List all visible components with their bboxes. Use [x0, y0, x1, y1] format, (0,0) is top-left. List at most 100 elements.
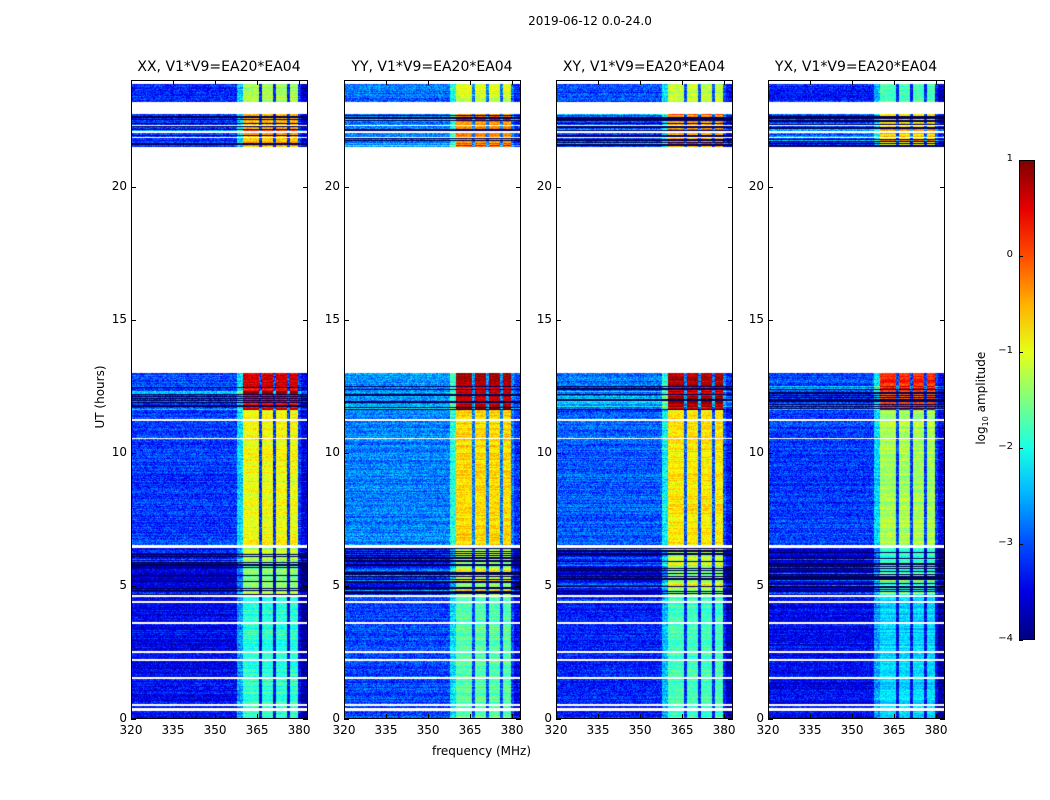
- x-tick-mark: [810, 80, 811, 85]
- colorbar-tick-label: −2: [998, 441, 1013, 452]
- y-tick-label: 10: [324, 444, 340, 459]
- x-tick-mark: [682, 80, 684, 85]
- y-tick-mark: [344, 585, 349, 587]
- x-tick-mark: [768, 80, 769, 85]
- x-tick-mark: [299, 80, 301, 85]
- y-tick-mark: [344, 319, 349, 321]
- x-tick-mark: [894, 714, 896, 719]
- x-tick-mark: [810, 714, 811, 719]
- x-tick-label: 335: [161, 723, 185, 737]
- x-tick-mark: [344, 714, 345, 719]
- y-tick-mark: [728, 319, 733, 321]
- x-tick-label: 380: [287, 723, 311, 737]
- x-tick-mark: [936, 714, 938, 719]
- panel-title: YX, V1*V9=EA20*EA04: [774, 59, 938, 75]
- y-tick-mark: [940, 719, 945, 720]
- y-tick-mark: [768, 186, 773, 188]
- x-tick-mark: [257, 80, 259, 85]
- heatmap-image: [769, 81, 944, 718]
- x-tick-label: 320: [544, 723, 568, 737]
- x-tick-mark: [131, 80, 132, 85]
- x-tick-mark: [640, 80, 642, 85]
- colorbar: [1019, 160, 1035, 640]
- x-tick-mark: [215, 714, 217, 719]
- x-tick-label: 350: [416, 723, 440, 737]
- x-tick-mark: [556, 80, 557, 85]
- y-tick-mark: [516, 719, 521, 720]
- x-tick-mark: [598, 714, 599, 719]
- x-tick-label: 335: [374, 723, 398, 737]
- x-tick-mark: [598, 80, 599, 85]
- y-tick-mark: [728, 186, 733, 188]
- y-tick-label: 5: [119, 577, 127, 592]
- y-tick-mark: [131, 452, 136, 454]
- x-tick-label: 365: [458, 723, 482, 737]
- x-tick-label: 365: [245, 723, 269, 737]
- y-tick-mark: [303, 186, 308, 188]
- x-tick-mark: [470, 714, 472, 719]
- x-tick-mark: [936, 80, 938, 85]
- y-tick-label: 20: [748, 178, 764, 193]
- x-tick-mark: [512, 80, 514, 85]
- y-tick-mark: [303, 585, 308, 587]
- x-tick-mark: [428, 714, 430, 719]
- x-tick-mark: [470, 80, 472, 85]
- heatmap-panel-2: [556, 80, 733, 719]
- x-tick-mark: [724, 80, 726, 85]
- y-tick-label: 5: [332, 577, 340, 592]
- y-tick-mark: [728, 719, 733, 720]
- x-tick-label: 335: [586, 723, 610, 737]
- y-tick-mark: [940, 186, 945, 188]
- y-tick-label: 15: [324, 311, 340, 326]
- x-tick-mark: [173, 80, 174, 85]
- x-tick-mark: [344, 80, 345, 85]
- x-tick-mark: [682, 714, 684, 719]
- y-tick-label: 15: [536, 311, 552, 326]
- x-tick-label: 350: [840, 723, 864, 737]
- x-tick-mark: [131, 714, 132, 719]
- y-tick-mark: [516, 319, 521, 321]
- heatmap-panel-3: [768, 80, 945, 719]
- heatmap-panel-1: [344, 80, 521, 719]
- colorbar-tick-mark: [1019, 448, 1023, 449]
- x-tick-mark: [173, 714, 174, 719]
- y-tick-mark: [556, 186, 561, 188]
- colorbar-tick-label: −4: [998, 633, 1013, 644]
- y-tick-label: 20: [324, 178, 340, 193]
- y-tick-mark: [768, 719, 773, 720]
- x-tick-mark: [852, 714, 854, 719]
- y-tick-mark: [768, 319, 773, 321]
- x-tick-label: 320: [756, 723, 780, 737]
- colorbar-tick-mark: [1019, 544, 1023, 545]
- y-tick-mark: [131, 585, 136, 587]
- y-tick-mark: [556, 452, 561, 454]
- y-tick-mark: [768, 585, 773, 587]
- x-tick-mark: [512, 714, 514, 719]
- heatmap-image: [345, 81, 520, 718]
- y-tick-mark: [516, 585, 521, 587]
- x-tick-label: 320: [119, 723, 143, 737]
- x-tick-label: 380: [500, 723, 524, 737]
- colorbar-tick-mark: [1019, 256, 1023, 257]
- x-tick-mark: [215, 80, 217, 85]
- y-tick-mark: [303, 719, 308, 720]
- x-tick-mark: [257, 714, 259, 719]
- x-tick-mark: [556, 714, 557, 719]
- x-tick-mark: [894, 80, 896, 85]
- x-tick-mark: [640, 714, 642, 719]
- y-tick-label: 20: [536, 178, 552, 193]
- y-tick-mark: [728, 452, 733, 454]
- x-tick-label: 365: [670, 723, 694, 737]
- y-tick-mark: [344, 452, 349, 454]
- y-tick-mark: [303, 319, 308, 321]
- x-tick-label: 365: [882, 723, 906, 737]
- panel-title: YY, V1*V9=EA20*EA04: [351, 59, 513, 75]
- y-tick-label: 10: [111, 444, 127, 459]
- y-tick-label: 5: [544, 577, 552, 592]
- x-tick-mark: [386, 714, 387, 719]
- colorbar-tick-mark: [1019, 640, 1023, 641]
- x-axis-label: frequency (MHz): [432, 744, 532, 758]
- colorbar-tick-mark: [1019, 352, 1023, 353]
- x-tick-mark: [852, 80, 854, 85]
